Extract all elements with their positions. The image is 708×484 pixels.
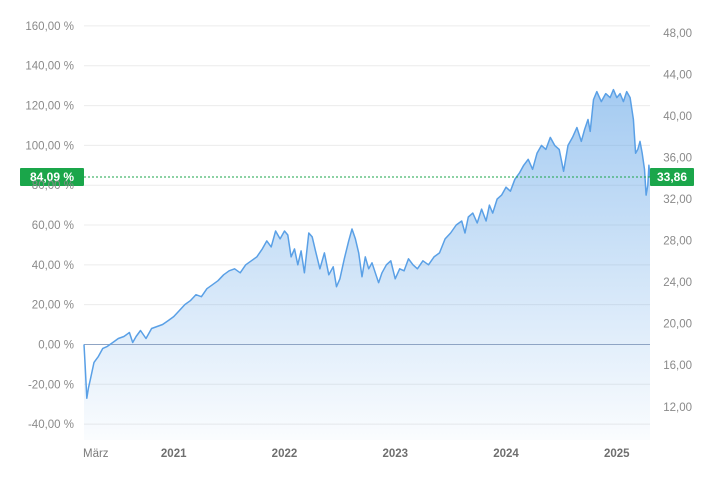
y-axis-right-price: 48,00 44,00 40,00 36,00 32,00 28,00 24,00 20,00… — [663, 28, 692, 414]
y-left-tick-label: 20,00 % — [32, 300, 74, 312]
y-left-tick-label: 80,00 % — [32, 180, 74, 192]
x-tick-label: 2022 — [272, 448, 298, 460]
current-value-marker: 84,09 % 33,86 — [20, 168, 694, 187]
y-left-tick-label: 60,00 % — [32, 220, 74, 232]
current-percent-label: 84,09 % — [30, 170, 74, 184]
current-price-label: 33,86 — [657, 170, 687, 184]
y-right-tick-label: 48,00 — [663, 28, 692, 40]
y-left-tick-label: 100,00 % — [25, 140, 74, 152]
x-tick-label: 2021 — [161, 448, 187, 460]
y-right-tick-label: 40,00 — [663, 111, 692, 123]
y-left-tick-label: 120,00 % — [25, 101, 74, 113]
y-right-tick-label: 24,00 — [663, 277, 692, 289]
y-left-tick-label: 160,00 % — [25, 21, 74, 33]
current-price-badge — [650, 168, 694, 187]
y-axis-left-percent: 160,00 % 140,00 % 120,00 % 100,00 % 80,00 % 6… — [25, 21, 74, 431]
y-right-tick-label: 12,00 — [663, 402, 692, 414]
x-tick-label: 2024 — [493, 448, 519, 460]
y-right-tick-label: 28,00 — [663, 236, 692, 248]
x-tick-label: 2025 — [604, 448, 630, 460]
series-line — [83, 88, 651, 399]
y-right-tick-label: 36,00 — [663, 152, 692, 164]
price-line — [83, 88, 651, 399]
y-right-tick-label: 16,00 — [663, 360, 692, 372]
current-percent-badge — [20, 168, 84, 187]
y-left-tick-label: 0,00 % — [38, 339, 74, 351]
y-left-tick-label: 140,00 % — [25, 61, 74, 73]
y-right-tick-label: 44,00 — [663, 69, 692, 81]
y-right-tick-label: 32,00 — [663, 194, 692, 206]
y-right-tick-label: 20,00 — [663, 319, 692, 331]
y-left-tick-label: 40,00 % — [32, 260, 74, 272]
x-tick-label: 2023 — [382, 448, 408, 460]
y-left-tick-label: -20,00 % — [28, 379, 74, 391]
x-axis-time: März 2021 2022 2023 2024 2025 — [83, 448, 630, 460]
y-left-tick-label: -40,00 % — [28, 419, 74, 431]
x-tick-label: März — [83, 448, 109, 460]
